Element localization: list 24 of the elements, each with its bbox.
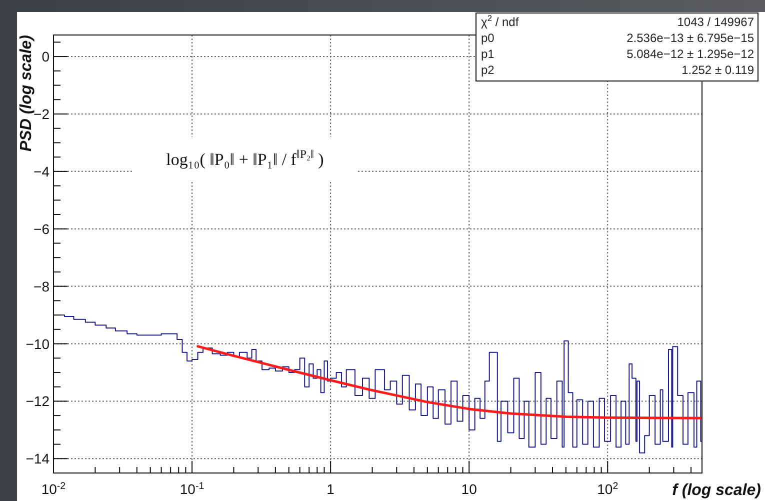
x-tick-label: 10$^{-1}$ [180, 480, 204, 497]
x-axis-title: f (log scale) [672, 482, 761, 499]
x-tick-label: 10$^{2}$ [597, 480, 618, 497]
y-axis-title: PSD (log scale) [18, 35, 35, 152]
annotation: 5.084e−12 ± 1.295e−12 [626, 47, 754, 61]
y-tick-label: 0 [42, 48, 50, 65]
annotation: p1 [481, 47, 495, 61]
y-tick-label: −6 [34, 220, 50, 237]
x-tick-label: 10 [461, 481, 478, 497]
y-tick-label: −2 [34, 106, 50, 122]
x-tick-label: 10$^{-2}$ [41, 480, 66, 497]
annotation: log₁₀( ‖P₀‖ + ‖P₁‖ / f$^{‖P₂‖}$ ) [166, 147, 324, 169]
annotation: 1.252 ± 0.119 [682, 63, 754, 77]
y-tick-label: −10 [26, 336, 50, 352]
text: χ$^{2}$ / ndf [481, 13, 520, 29]
annotation: 2.536e−13 ± 6.795e−15 [626, 31, 754, 45]
y-tick-label: −4 [34, 163, 50, 180]
x-tick-label: 1 [326, 481, 335, 497]
text: 1043 / 149967 [677, 15, 754, 29]
annotation: p2 [481, 63, 495, 77]
annotation: p0 [481, 31, 495, 45]
y-tick-label: −8 [34, 278, 50, 294]
y-tick-label: −12 [26, 393, 50, 410]
y-tick-label: −14 [26, 450, 50, 467]
